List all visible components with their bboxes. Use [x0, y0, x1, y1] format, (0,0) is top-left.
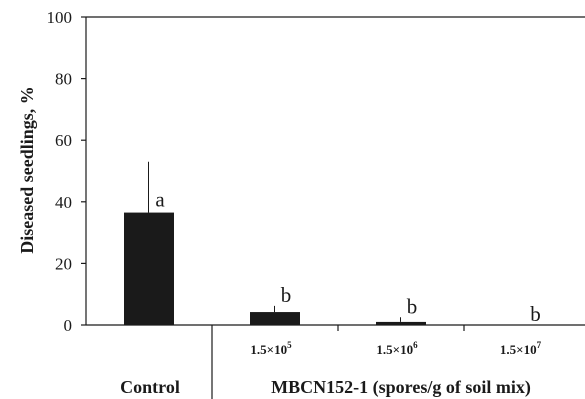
- y-axis-ticks: 0 20 40 60 80 100: [47, 8, 86, 335]
- x-tick-label: 1.5×107: [500, 340, 542, 357]
- group-label-treatment: MBCN152-1 (spores/g of soil mix): [271, 377, 531, 398]
- bars: [124, 212, 426, 325]
- y-tick-label: 60: [55, 131, 72, 150]
- y-tick-label: 100: [47, 8, 73, 27]
- y-tick-label: 0: [64, 316, 73, 335]
- significance-labels: a b b b: [155, 188, 540, 326]
- x-tick-label: 1.5×106: [376, 340, 418, 357]
- x-tick-exponent: 6: [413, 340, 418, 350]
- y-axis-label: Diseased seedlings, %: [17, 86, 37, 254]
- error-bars: [148, 161, 401, 322]
- bar: [124, 212, 174, 325]
- y-tick-label: 80: [55, 70, 72, 89]
- significance-label: b: [407, 294, 418, 318]
- x-tick-label: 1.5×105: [250, 340, 292, 357]
- x-tick-exponent: 5: [287, 340, 292, 350]
- bar: [376, 321, 426, 325]
- x-axis-tick-labels: 1.5×105 1.5×106 1.5×107: [250, 340, 541, 357]
- significance-label: b: [530, 302, 541, 326]
- y-tick-label: 20: [55, 254, 72, 273]
- y-tick-label: 40: [55, 193, 72, 212]
- significance-label: b: [281, 283, 292, 307]
- significance-label: a: [155, 188, 165, 212]
- bar: [250, 312, 300, 325]
- group-label-control: Control: [120, 377, 180, 397]
- x-tick-exponent: 7: [537, 340, 542, 350]
